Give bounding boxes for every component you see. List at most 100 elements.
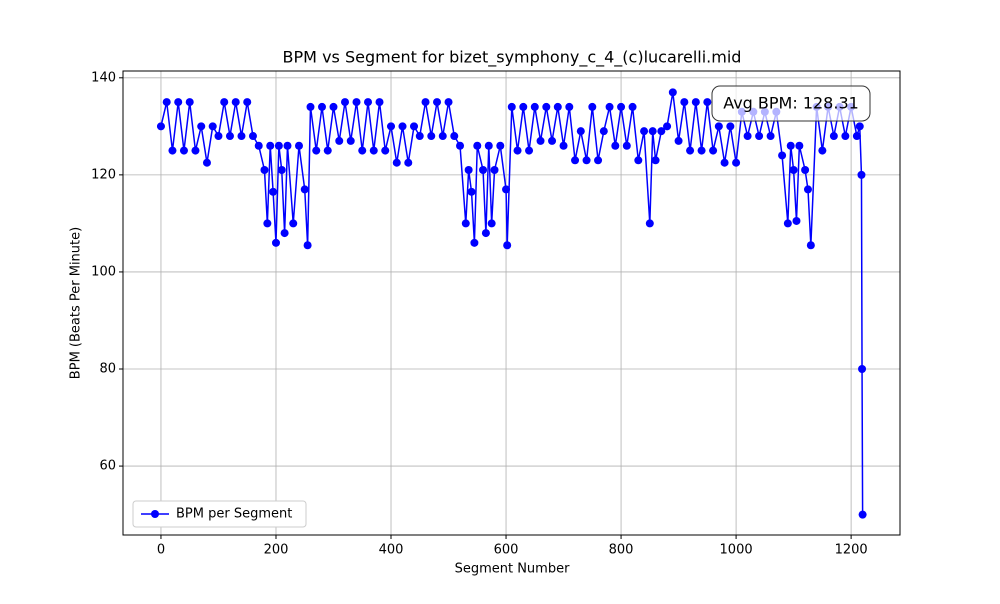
x-axis-label: Segment Number: [455, 562, 571, 577]
annotation: Avg BPM: 128.31: [711, 85, 871, 122]
data-point: [243, 98, 252, 107]
x-tick-label: 600: [494, 543, 519, 558]
legend-label: BPM per Segment: [176, 507, 292, 522]
data-point: [714, 122, 723, 131]
data-point: [786, 141, 795, 150]
data-point: [410, 122, 419, 131]
x-tick-label: 1200: [835, 543, 868, 558]
data-point: [461, 219, 470, 228]
data-point: [502, 185, 511, 194]
data-point: [289, 219, 298, 228]
data-point: [197, 122, 206, 131]
data-point: [513, 146, 522, 155]
data-point: [720, 158, 729, 167]
data-point: [668, 88, 677, 97]
x-tick-label: 800: [609, 543, 634, 558]
data-point: [657, 127, 666, 136]
data-point: [599, 127, 608, 136]
data-point: [185, 98, 194, 107]
y-tick-label: 140: [91, 70, 116, 85]
data-point: [803, 185, 812, 194]
data-point: [487, 219, 496, 228]
data-point: [490, 166, 499, 175]
data-point: [375, 98, 384, 107]
data-point: [306, 102, 315, 111]
data-point: [645, 219, 654, 228]
data-point: [617, 102, 626, 111]
data-point: [479, 166, 488, 175]
data-point: [438, 132, 447, 141]
x-tick-label: 400: [379, 543, 404, 558]
data-point: [806, 241, 815, 250]
data-point: [346, 136, 355, 145]
data-point: [605, 102, 614, 111]
data-point: [427, 132, 436, 141]
data-point: [283, 141, 292, 150]
data-point: [202, 158, 211, 167]
data-point: [364, 98, 373, 107]
data-point: [450, 132, 459, 141]
data-point: [674, 136, 683, 145]
data-point: [525, 146, 534, 155]
y-tick-label: 60: [99, 459, 116, 474]
data-point: [300, 185, 309, 194]
data-point: [795, 141, 804, 150]
data-point: [703, 98, 712, 107]
data-point: [628, 102, 637, 111]
data-point: [858, 365, 867, 374]
data-point: [156, 122, 165, 131]
data-point: [829, 132, 838, 141]
data-point: [634, 156, 643, 165]
data-point: [766, 132, 775, 141]
data-point: [783, 219, 792, 228]
data-point: [622, 141, 631, 150]
data-point: [481, 229, 490, 238]
data-point: [404, 158, 413, 167]
data-point: [191, 146, 200, 155]
data-point: [263, 219, 272, 228]
data-point: [507, 102, 516, 111]
data-point: [237, 132, 246, 141]
data-point: [329, 102, 338, 111]
data-point: [415, 132, 424, 141]
data-point: [530, 102, 539, 111]
data-point: [697, 146, 706, 155]
data-point: [542, 102, 551, 111]
data-point: [594, 156, 603, 165]
data-point: [433, 98, 442, 107]
data-point: [274, 141, 283, 150]
data-point: [553, 102, 562, 111]
data-point: [755, 132, 764, 141]
data-point: [266, 141, 275, 150]
data-point: [214, 132, 223, 141]
data-point: [852, 132, 861, 141]
data-point: [680, 98, 689, 107]
data-point: [312, 146, 321, 155]
data-point: [358, 146, 367, 155]
data-point: [174, 98, 183, 107]
data-point: [582, 156, 591, 165]
data-point: [168, 146, 177, 155]
data-point: [179, 146, 188, 155]
data-point: [473, 141, 482, 150]
chart-title: BPM vs Segment for bizet_symphony_c_4_(c…: [283, 48, 742, 68]
data-point: [778, 151, 787, 160]
data-point: [352, 98, 361, 107]
data-point: [743, 132, 752, 141]
data-point: [709, 146, 718, 155]
data-point: [789, 166, 798, 175]
data-point: [559, 141, 568, 150]
data-point: [565, 102, 574, 111]
annotation-text: Avg BPM: 128.31: [723, 94, 859, 113]
legend-marker: [151, 510, 159, 518]
y-tick-label: 80: [99, 362, 116, 377]
data-point: [444, 98, 453, 107]
data-point: [341, 98, 349, 107]
data-point: [335, 136, 344, 145]
data-point: [470, 238, 479, 247]
data-point: [467, 187, 476, 196]
data-point: [225, 132, 234, 141]
data-point: [398, 122, 407, 131]
y-tick-label: 120: [91, 167, 116, 182]
